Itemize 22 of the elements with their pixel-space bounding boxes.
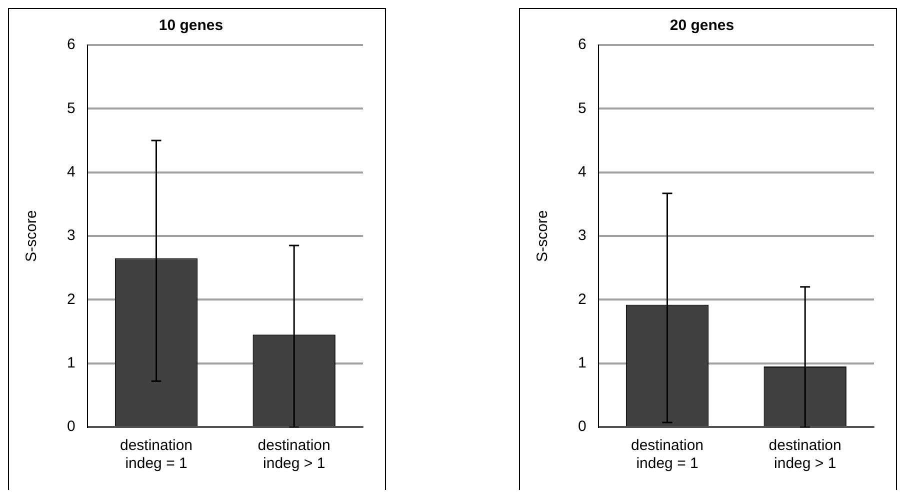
x-tick-label: destination indeg = 1: [120, 437, 193, 472]
chart-title: 10 genes: [158, 17, 224, 34]
x-tick-label: destination indeg > 1: [768, 437, 842, 472]
chart-title: 20 genes: [670, 17, 734, 34]
y-tick-label: 1: [578, 354, 586, 372]
y-tick-label: 5: [67, 100, 76, 117]
y-tick-label: 2: [578, 290, 586, 308]
y-axis-title: S-score: [534, 210, 552, 262]
y-tick-label: 5: [578, 100, 586, 117]
y-tick-label: 0: [578, 418, 586, 436]
y-axis-title: S-score: [23, 210, 40, 262]
y-tick-label: 1: [67, 354, 76, 372]
y-tick-label: 4: [578, 163, 586, 180]
y-tick-label: 4: [67, 163, 76, 180]
y-tick-label: 6: [578, 36, 586, 54]
y-tick-label: 6: [67, 36, 76, 54]
y-tick-label: 0: [67, 418, 76, 436]
y-tick-label: 3: [67, 227, 76, 244]
x-tick-label: destination indeg > 1: [258, 437, 330, 472]
y-tick-label: 3: [578, 227, 586, 244]
y-tick-label: 2: [67, 290, 76, 308]
x-tick-label: destination indeg = 1: [630, 437, 704, 472]
